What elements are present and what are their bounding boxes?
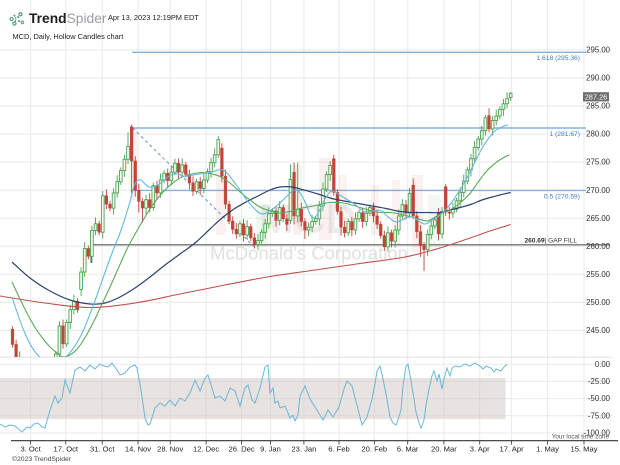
svg-text:23. Jan: 23. Jan [291,445,316,454]
svg-text:280.00: 280.00 [586,130,611,139]
svg-text:250.00: 250.00 [586,298,611,307]
svg-text:17. Apr: 17. Apr [500,445,525,454]
svg-text:31. Oct: 31. Oct [90,445,115,454]
svg-text:3. Oct: 3. Oct [20,445,41,454]
svg-text:1.618 (295.36): 1.618 (295.36) [536,55,580,62]
svg-text:-50.00: -50.00 [588,394,611,403]
svg-text:9. Jan: 9. Jan [260,445,281,454]
svg-text:26. Dec: 26. Dec [229,445,255,454]
svg-text:20. Mar: 20. Mar [431,445,457,454]
svg-text:0.5 (270.59): 0.5 (270.59) [544,193,580,200]
svg-text:MCD, Daily, Hollow Candles cha: MCD, Daily, Hollow Candles chart [13,32,124,41]
svg-text:270.00: 270.00 [586,186,611,195]
svg-text:17. Oct: 17. Oct [54,445,79,454]
svg-text:260.00: 260.00 [586,242,611,251]
svg-text:28. Nov: 28. Nov [157,445,183,454]
svg-text:0.00: 0.00 [595,360,611,369]
svg-text:6. Feb: 6. Feb [328,445,350,454]
svg-text:6. Mar: 6. Mar [397,445,419,454]
svg-text:255.00: 255.00 [586,270,611,279]
svg-text:245.00: 245.00 [586,326,611,335]
svg-text:-25.00: -25.00 [588,377,611,386]
svg-text:-100.00: -100.00 [584,429,611,438]
svg-text:14. Nov: 14. Nov [125,445,151,454]
svg-text:McDonald's Corporation: McDonald's Corporation [210,243,408,264]
svg-text:20. Feb: 20. Feb [361,445,387,454]
svg-text:Your local time zone: Your local time zone [552,433,610,440]
svg-text:-75.00: -75.00 [588,411,611,420]
svg-text:1 (281.67): 1 (281.67) [550,131,581,138]
svg-text:265.00: 265.00 [586,214,611,223]
svg-text:295.00: 295.00 [586,46,611,55]
svg-text:15. May: 15. May [570,445,597,454]
svg-text:275.00: 275.00 [586,158,611,167]
svg-text:Apr 13, 2023 12:19PM EDT: Apr 13, 2023 12:19PM EDT [108,13,199,22]
svg-text:12. Dec: 12. Dec [193,445,219,454]
svg-text:1. May: 1. May [536,445,559,454]
svg-text:TrendSpider: TrendSpider [29,11,107,26]
svg-text:285.00: 285.00 [586,102,611,111]
svg-text:290.00: 290.00 [586,74,611,83]
svg-text:©2023 TrendSpider: ©2023 TrendSpider [12,455,72,463]
svg-text:287.26: 287.26 [585,92,608,101]
svg-text:3. Apr: 3. Apr [470,445,490,454]
svg-text:260.69| GAP FILL: 260.69| GAP FILL [524,238,577,245]
